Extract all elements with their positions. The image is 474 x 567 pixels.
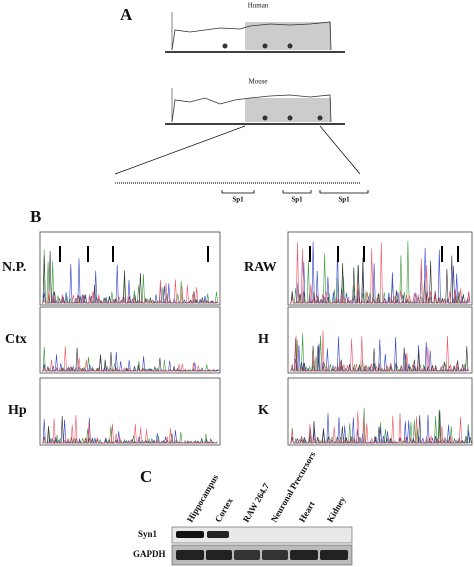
motif-bracket <box>221 190 369 194</box>
trace-box <box>287 231 473 306</box>
band <box>176 531 204 538</box>
trace <box>290 241 471 304</box>
row-label: RAW <box>244 260 277 275</box>
plot-title: Human <box>248 2 269 10</box>
trace <box>42 279 219 304</box>
conservation-plot <box>165 12 345 53</box>
trace <box>290 241 470 304</box>
blot-label: Syn1 <box>138 529 158 539</box>
lane-label: Kidney <box>325 494 348 524</box>
trace <box>42 415 217 444</box>
motif-label: Sp1 <box>291 196 303 204</box>
trace <box>290 330 470 372</box>
row-label: Hp <box>8 403 27 418</box>
trace <box>42 346 216 372</box>
trace-box <box>39 306 221 374</box>
zoom-line <box>114 125 246 175</box>
blot-label: GAPDH <box>133 549 166 559</box>
band <box>207 531 229 538</box>
conservation-plot <box>165 88 345 125</box>
bands <box>176 550 348 560</box>
row-label: H <box>258 332 269 347</box>
trace <box>290 411 467 444</box>
row-label: N.P. <box>2 260 26 275</box>
lane-label: RAW 264.7 <box>241 481 272 524</box>
lane-label: Heart <box>297 500 317 524</box>
row-label: Ctx <box>5 332 27 347</box>
row-label: K <box>258 403 269 418</box>
panel-label: A <box>120 5 133 24</box>
motif-label: Sp1 <box>338 196 350 204</box>
panel-label: C <box>140 467 152 486</box>
lane-label: Cortex <box>213 496 235 524</box>
chromatograms <box>39 231 473 446</box>
plot-title: Mouse <box>248 78 267 86</box>
trace-box <box>39 377 221 446</box>
panel-label: B <box>30 207 41 226</box>
zoom-line <box>319 125 361 175</box>
motif-label: Sp1 <box>232 196 244 204</box>
trace <box>290 338 469 372</box>
